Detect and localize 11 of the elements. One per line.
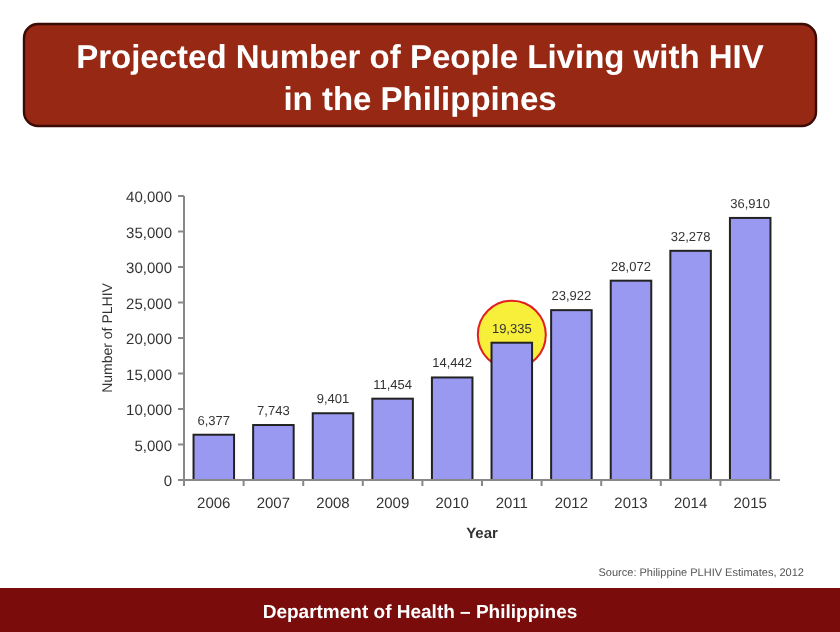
bar bbox=[252, 424, 295, 481]
bar bbox=[669, 249, 712, 481]
chart-title: Projected Number of People Living with HIV in the Philippines bbox=[76, 40, 764, 118]
bar bbox=[430, 376, 474, 481]
bar bbox=[371, 397, 414, 481]
bar bbox=[311, 412, 355, 481]
bar bbox=[728, 216, 772, 481]
bar bbox=[192, 433, 236, 481]
bar bbox=[550, 309, 593, 481]
bar bbox=[609, 279, 653, 481]
text: Department of Health – Philippines bbox=[262, 602, 578, 624]
